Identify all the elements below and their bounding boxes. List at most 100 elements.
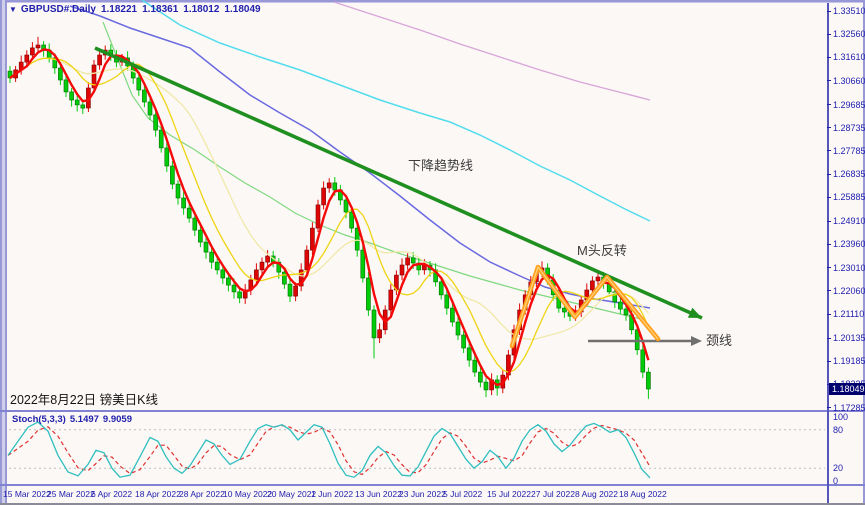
date-axis-label: 6 Apr 2022	[91, 489, 133, 499]
candle-body	[186, 207, 192, 219]
candle-body	[214, 261, 220, 271]
price-axis-label: 1.29685	[833, 99, 865, 110]
chart-stoch-separator[interactable]	[0, 410, 865, 412]
date-axis-label: 15 Jul 2022	[487, 489, 531, 499]
price-axis-tick	[827, 33, 831, 35]
candle-body	[63, 79, 69, 93]
candle-body	[287, 283, 293, 297]
date-axis-label: 18 Apr 2022	[135, 489, 181, 499]
expand-triangle-icon[interactable]: ▼	[9, 5, 17, 14]
candle-body	[254, 269, 259, 281]
candle-body	[310, 227, 315, 251]
candle-body	[181, 197, 186, 209]
candle-body	[58, 67, 63, 81]
close-value: 1.18049	[224, 4, 261, 15]
candle-body	[405, 257, 410, 266]
low-value: 1.18012	[183, 4, 220, 15]
candle-body	[562, 307, 567, 313]
candle-body	[388, 289, 394, 311]
candle-body	[175, 183, 181, 199]
stoch-axis-label: 20	[833, 463, 844, 474]
date-axis-label: 10 May 2022	[223, 489, 273, 499]
date-axis-label: 1 Jun 2022	[311, 489, 354, 499]
candle-body	[455, 321, 461, 336]
date-axis-label: 23 Jun 2022	[399, 489, 446, 499]
candle-body	[198, 229, 203, 243]
price-axis-tick	[827, 127, 831, 129]
price-axis-label: 1.24910	[833, 216, 865, 227]
candle-body	[142, 89, 147, 103]
ma-mid-line	[9, 57, 649, 373]
price-axis-label: 1.27785	[833, 145, 865, 156]
candle-body	[24, 54, 30, 63]
stoch-d-value: 9.9059	[102, 414, 132, 425]
price-axis-label: 1.33510	[833, 6, 865, 16]
stoch-name: Stoch(5,3,3)	[12, 414, 66, 425]
candle-body	[209, 251, 214, 263]
candle-body	[80, 104, 86, 109]
ma-pink-long	[333, 1, 651, 101]
price-axis-tick	[827, 80, 831, 82]
price-axis-tick	[827, 150, 831, 152]
stoch-main-line	[7, 421, 651, 479]
price-axis-tick	[827, 196, 831, 198]
chart-date-note: 2022年8月22日 镑美日K线	[10, 393, 158, 407]
price-axis-tick	[827, 267, 831, 269]
date-axis[interactable]: 15 Mar 2022 25 Mar 2022 6 Apr 2022 18 Apr 2…	[0, 487, 865, 503]
candle-body	[483, 381, 489, 391]
candle-body	[433, 269, 438, 283]
symbol-period-label: GBPUSD#.Daily	[20, 4, 96, 15]
price-axis-tick	[827, 104, 831, 106]
candle-body	[237, 291, 242, 299]
candle-body	[226, 277, 231, 286]
price-axis-label: 1.26835	[833, 169, 865, 180]
price-axis-label: 1.23960	[833, 239, 865, 250]
date-axis-label: 18 Aug 2022	[619, 489, 667, 499]
candle-body	[410, 257, 416, 264]
candle-body	[298, 269, 304, 287]
current-price-badge: 1.18049	[829, 383, 865, 396]
price-axis-label: 1.32560	[833, 29, 865, 40]
candle-body	[478, 371, 483, 383]
date-axis-label: 13 Jun 2022	[355, 489, 402, 499]
candle-body	[360, 249, 366, 279]
date-axis-label: 8 Aug 2022	[575, 489, 619, 499]
price-axis[interactable]: 1.18049 1.33510 1.32560 1.31610 1.30660 1.29…	[827, 0, 865, 503]
candle-body	[147, 101, 153, 116]
stoch-signal-line	[7, 424, 651, 476]
window-top-frame	[0, 0, 865, 3]
descending-trendline[interactable]	[94, 46, 703, 320]
candle-body	[192, 217, 198, 231]
m-top-reversal-annotation-label: M头反转	[577, 243, 627, 258]
candle-body	[231, 284, 237, 293]
candle-body	[69, 91, 74, 101]
stochastic-panel-canvas[interactable]	[7, 412, 827, 484]
candle-body	[91, 64, 97, 89]
price-axis-tick	[827, 56, 831, 58]
price-axis-label: 1.30660	[833, 75, 865, 86]
ma-cyan-long	[141, 0, 651, 222]
candle-body	[52, 57, 58, 69]
stoch-dates-separator[interactable]	[0, 484, 865, 486]
candle-body	[377, 329, 382, 339]
candle-body	[153, 114, 158, 131]
price-axis-tick	[827, 360, 831, 362]
candle-body	[444, 294, 450, 309]
stoch-axis-label: 0	[833, 476, 839, 486]
candle-body	[366, 277, 371, 311]
candle-body	[203, 241, 209, 253]
ma-slow-line	[9, 57, 649, 341]
candle-body	[259, 261, 265, 271]
candle-body	[590, 280, 595, 291]
candle-body	[315, 204, 321, 229]
window-left-frame	[0, 0, 7, 503]
candle-body	[164, 147, 170, 167]
price-axis-label: 1.31610	[833, 52, 865, 63]
window-right-frame	[863, 0, 865, 503]
candle-body	[623, 308, 629, 316]
stoch-axis-label: 80	[833, 424, 844, 435]
stochastic-indicator-label: Stoch(5,3,3) 5.1497 9.9059	[12, 414, 136, 425]
price-axis-tick	[827, 220, 831, 222]
